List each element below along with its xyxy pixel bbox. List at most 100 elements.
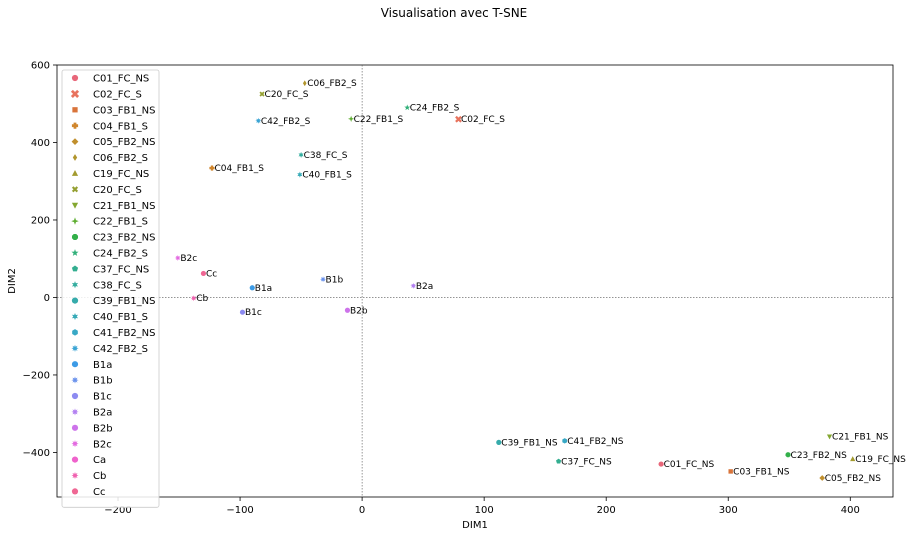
legend-label-c39-fb1-ns: C39_FB1_NS — [93, 296, 156, 307]
point-label-b2c: B2c — [180, 254, 197, 264]
x-tick-label: −200 — [104, 505, 131, 516]
legend-marker-c21-fb1-ns — [71, 202, 79, 209]
point-c22-fb1-s — [348, 115, 355, 122]
point-c05-fb2-ns — [819, 475, 826, 481]
legend-label-c19-fc-ns: C19_FC_NS — [93, 169, 149, 180]
point-label-c40-fb1-s: C40_FB1_S — [302, 171, 352, 181]
point-label-c04-fb1-s: C04_FB1_S — [214, 164, 264, 174]
x-axis-label: DIM1 — [462, 520, 488, 531]
legend-label-c22-fb1-s: C22_FB1_S — [93, 217, 148, 228]
reference-lines — [57, 65, 893, 497]
point-c42-fb2-s — [255, 117, 262, 124]
y-tick-label: −400 — [23, 448, 50, 459]
legend-marker-c40-fb1-s — [71, 312, 79, 321]
point-c06-fb2-s — [302, 80, 307, 87]
point-label-c37-fc-ns: C37_FC_NS — [561, 457, 612, 467]
point-c04-fb1-s — [209, 165, 215, 171]
legend-label-b1c: B1c — [93, 392, 112, 403]
legend-frame — [61, 69, 160, 508]
x-tick-label: 0 — [359, 505, 365, 516]
legend-marker-c38-fc-s — [71, 281, 79, 289]
legend-label-c20-fc-s: C20_FC_S — [93, 185, 142, 196]
y-tick-label: 400 — [31, 138, 50, 149]
legend-marker-c24-fb2-s — [71, 249, 79, 256]
point-label-b1a: B1a — [255, 284, 272, 294]
legend: C01_FC_NS C02_FC_S C03_FB1_NS C04_FB1_S C05_… — [61, 69, 160, 508]
point-label-c03-fb1-ns: C03_FB1_NS — [733, 467, 790, 477]
point-cb — [190, 295, 197, 302]
legend-label-c03-fb1-ns: C03_FB1_NS — [93, 105, 156, 116]
point-label-c23-fb2-ns: C23_FB2_NS — [791, 451, 848, 461]
point-label-c24-fb2-s: C24_FB2_S — [410, 104, 460, 114]
point-c02-fc-s — [455, 115, 462, 123]
legend-marker-b1c — [71, 392, 79, 400]
legend-label-c24-fb2-s: C24_FB2_S — [93, 249, 148, 260]
legend-label-cb: Cb — [93, 471, 106, 482]
point-c03-fb1-ns — [728, 469, 733, 474]
point-label-cc: Cc — [206, 269, 217, 279]
point-label-cb: Cb — [196, 294, 208, 304]
point-label-c21-fb1-ns: C21_FB1_NS — [832, 433, 889, 443]
point-label-b1b: B1b — [326, 275, 344, 285]
y-tick-label: 600 — [31, 61, 50, 72]
point-label-c42-fb2-s: C42_FB2_S — [261, 117, 311, 127]
point-b1c — [239, 309, 246, 315]
point-label-b1c: B1c — [245, 308, 262, 318]
chart-title: Visualisation avec T-SNE — [381, 6, 528, 20]
x-tick-label: 100 — [475, 505, 494, 516]
legend-marker-c03-fb1-ns — [72, 107, 78, 113]
point-c41-fb2-ns — [562, 438, 568, 444]
legend-marker-b1b — [71, 376, 79, 384]
point-b2b — [344, 307, 351, 313]
legend-label-c42-fb2-s: C42_FB2_S — [93, 344, 148, 355]
point-c38-fc-s — [298, 151, 304, 158]
point-c21-fb1-ns — [826, 434, 833, 440]
legend-marker-b2b — [71, 424, 79, 431]
legend-marker-c39-fb1-ns — [71, 297, 79, 304]
point-cc — [200, 270, 207, 277]
y-tick-label: 0 — [44, 293, 50, 304]
scatter-points: C01_FC_NS C02_FC_S C03_FB1_NS C04_FB1_S C05_… — [174, 79, 906, 484]
legend-label-c37-fc-ns: C37_FC_NS — [93, 264, 149, 275]
point-b2a — [410, 282, 417, 289]
legend-label-c23-fb2-ns: C23_FB2_NS — [93, 233, 156, 244]
legend-marker-cc — [71, 488, 79, 495]
legend-marker-c05-fb2-ns — [71, 138, 79, 146]
y-axis-ticks: −400 −200 0 200 400 600 — [23, 61, 57, 459]
legend-label-c41-fb2-ns: C41_FB2_NS — [93, 328, 156, 339]
point-b1b — [320, 276, 327, 283]
legend-label-c05-fb2-ns: C05_FB2_NS — [93, 137, 156, 148]
legend-marker-c41-fb2-ns — [72, 329, 78, 336]
point-c20-fc-s — [259, 91, 265, 97]
point-c23-fb2-ns — [785, 452, 791, 458]
legend-marker-c19-fc-ns — [71, 169, 79, 176]
legend-label-c06-fb2-s: C06_FB2_S — [93, 153, 148, 164]
point-c24-fb2-s — [404, 104, 411, 111]
legend-label-cc: Cc — [93, 487, 105, 498]
x-tick-label: 400 — [841, 505, 860, 516]
legend-marker-c04-fb1-s — [71, 122, 79, 129]
y-axis-label: DIM2 — [7, 268, 18, 294]
x-tick-label: 300 — [719, 505, 738, 516]
legend-marker-c42-fb2-s — [71, 344, 79, 352]
legend-marker-c20-fc-s — [71, 186, 79, 193]
legend-label-ca: Ca — [93, 455, 106, 466]
y-tick-label: −200 — [23, 370, 50, 381]
legend-label-c21-fb1-ns: C21_FB1_NS — [93, 201, 156, 212]
legend-marker-b1a — [71, 361, 79, 368]
point-b2c — [174, 254, 181, 261]
legend-marker-c22-fb1-s — [71, 217, 79, 225]
point-label-c38-fc-s: C38_FC_S — [304, 151, 348, 161]
point-label-c01-fc-ns: C01_FC_NS — [664, 460, 715, 470]
point-b1a — [249, 285, 255, 291]
legend-label-b1b: B1b — [93, 376, 113, 387]
legend-marker-c37-fc-ns — [71, 265, 79, 272]
legend-label-b2a: B2a — [93, 408, 112, 419]
point-c01-fc-ns — [658, 461, 664, 467]
point-c39-fb1-ns — [496, 439, 502, 445]
point-label-c20-fc-s: C20_FC_S — [265, 90, 309, 100]
point-c37-fc-ns — [556, 458, 562, 464]
legend-marker-c06-fb2-s — [72, 154, 78, 161]
point-c19-fc-ns — [850, 456, 856, 462]
